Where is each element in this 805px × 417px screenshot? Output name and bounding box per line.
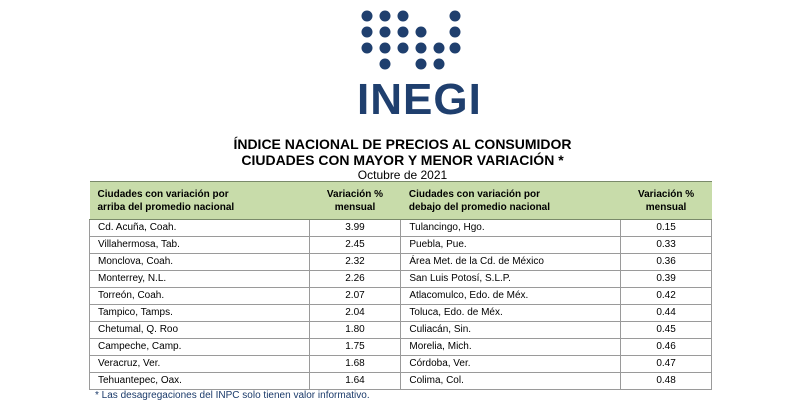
- table-row: Cd. Acuña, Coah. 3.99 Tulancingo, Hgo. 0…: [89, 219, 712, 237]
- city-above-cell: Veracruz, Ver.: [89, 355, 310, 373]
- header-cities-below-line2: debajo del promedio nacional: [408, 201, 551, 213]
- report-subtitle-heading: CIUDADES CON MAYOR Y MENOR VARIACIÓN *: [241, 152, 564, 168]
- variation-above-cell: 2.07: [308, 287, 401, 305]
- table-row: Chetumal, Q. Roo 1.80 Culiacán, Sin. 0.4…: [89, 321, 712, 339]
- variation-below-cell: 0.46: [620, 338, 712, 356]
- variation-above-cell: 2.32: [308, 253, 401, 271]
- city-above-cell: Chetumal, Q. Roo: [89, 321, 310, 339]
- header-variation-above-line1: Variación %: [326, 188, 384, 200]
- header-cities-below: Ciudades con variación por debajo del pr…: [400, 181, 621, 220]
- variation-below-cell: 0.44: [620, 304, 712, 322]
- variation-below-cell: 0.15: [620, 219, 712, 237]
- city-above-cell: Cd. Acuña, Coah.: [89, 219, 310, 237]
- variation-above-cell: 1.64: [308, 372, 401, 390]
- table-body: Cd. Acuña, Coah. 3.99 Tulancingo, Hgo. 0…: [89, 219, 712, 390]
- footnote: * Las desagregaciones del INPC solo tien…: [95, 390, 370, 401]
- variation-above-cell: 1.80: [308, 321, 401, 339]
- variation-below-cell: 0.39: [620, 270, 712, 288]
- city-below-cell: Córdoba, Ver.: [400, 355, 621, 373]
- header-cities-below-line1: Ciudades con variación por: [408, 188, 541, 200]
- table-header-row: Ciudades con variación por arriba del pr…: [89, 181, 712, 220]
- variation-below-cell: 0.33: [620, 236, 712, 254]
- header-variation-above-line2: mensual: [334, 201, 376, 213]
- header-cities-above: Ciudades con variación por arriba del pr…: [89, 181, 310, 220]
- city-below-cell: Puebla, Pue.: [400, 236, 621, 254]
- header-cities-above-line1: Ciudades con variación por: [97, 188, 229, 200]
- table-row: Villahermosa, Tab. 2.45 Puebla, Pue. 0.3…: [89, 236, 712, 254]
- header-variation-below-line1: Variación %: [637, 188, 695, 200]
- variation-above-cell: 2.04: [308, 304, 401, 322]
- report-title: ÍNDICE NACIONAL DE PRECIOS AL CONSUMIDOR: [233, 136, 572, 152]
- logo-wordmark: INEGI: [357, 75, 482, 124]
- city-above-cell: Tehuantepec, Oax.: [89, 372, 310, 390]
- variation-below-cell: 0.45: [620, 321, 712, 339]
- variation-table: Ciudades con variación por arriba del pr…: [89, 181, 712, 390]
- variation-above-cell: 1.68: [308, 355, 401, 373]
- header-cities-above-line2: arriba del promedio nacional: [97, 201, 235, 213]
- city-below-cell: Tulancingo, Hgo.: [400, 219, 621, 237]
- city-below-cell: San Luis Potosí, S.L.P.: [400, 270, 621, 288]
- city-above-cell: Campeche, Camp.: [89, 338, 310, 356]
- city-above-cell: Tampico, Tamps.: [89, 304, 310, 322]
- city-above-cell: Monterrey, N.L.: [89, 270, 310, 288]
- inegi-logo: INEGI: [357, 8, 482, 124]
- table-row: Veracruz, Ver. 1.68 Córdoba, Ver. 0.47: [89, 355, 712, 373]
- city-below-cell: Área Met. de la Cd. de México: [400, 253, 621, 271]
- variation-above-cell: 3.99: [308, 219, 401, 237]
- variation-below-cell: 0.36: [620, 253, 712, 271]
- table-row: Monterrey, N.L. 2.26 San Luis Potosí, S.…: [89, 270, 712, 288]
- report-date: Octubre de 2021: [357, 168, 448, 182]
- city-below-cell: Toluca, Edo. de Méx.: [400, 304, 621, 322]
- table-row: Torreón, Coah. 2.07 Atlacomulco, Edo. de…: [89, 287, 712, 305]
- variation-above-cell: 2.45: [308, 236, 401, 254]
- table-row: Campeche, Camp. 1.75 Morelia, Mich. 0.46: [89, 338, 712, 356]
- city-above-cell: Villahermosa, Tab.: [89, 236, 310, 254]
- variation-below-cell: 0.42: [620, 287, 712, 305]
- table-row: Monclova, Coah. 2.32 Área Met. de la Cd.…: [89, 253, 712, 271]
- variation-below-cell: 0.47: [620, 355, 712, 373]
- header-variation-below-line2: mensual: [645, 201, 687, 213]
- variation-below-cell: 0.48: [620, 372, 712, 390]
- variation-above-cell: 1.75: [308, 338, 401, 356]
- header-variation-above: Variación % mensual: [309, 181, 401, 220]
- inegi-logo-dots: [361, 10, 461, 70]
- city-above-cell: Monclova, Coah.: [89, 253, 310, 271]
- city-below-cell: Morelia, Mich.: [400, 338, 621, 356]
- header-variation-below: Variación % mensual: [620, 181, 712, 220]
- table-row: Tehuantepec, Oax. 1.64 Colima, Col. 0.48: [89, 372, 712, 390]
- city-below-cell: Colima, Col.: [400, 372, 621, 390]
- variation-above-cell: 2.26: [308, 270, 401, 288]
- city-above-cell: Torreón, Coah.: [89, 287, 310, 305]
- city-below-cell: Atlacomulco, Edo. de Méx.: [400, 287, 621, 305]
- city-below-cell: Culiacán, Sin.: [400, 321, 621, 339]
- table-row: Tampico, Tamps. 2.04 Toluca, Edo. de Méx…: [89, 304, 712, 322]
